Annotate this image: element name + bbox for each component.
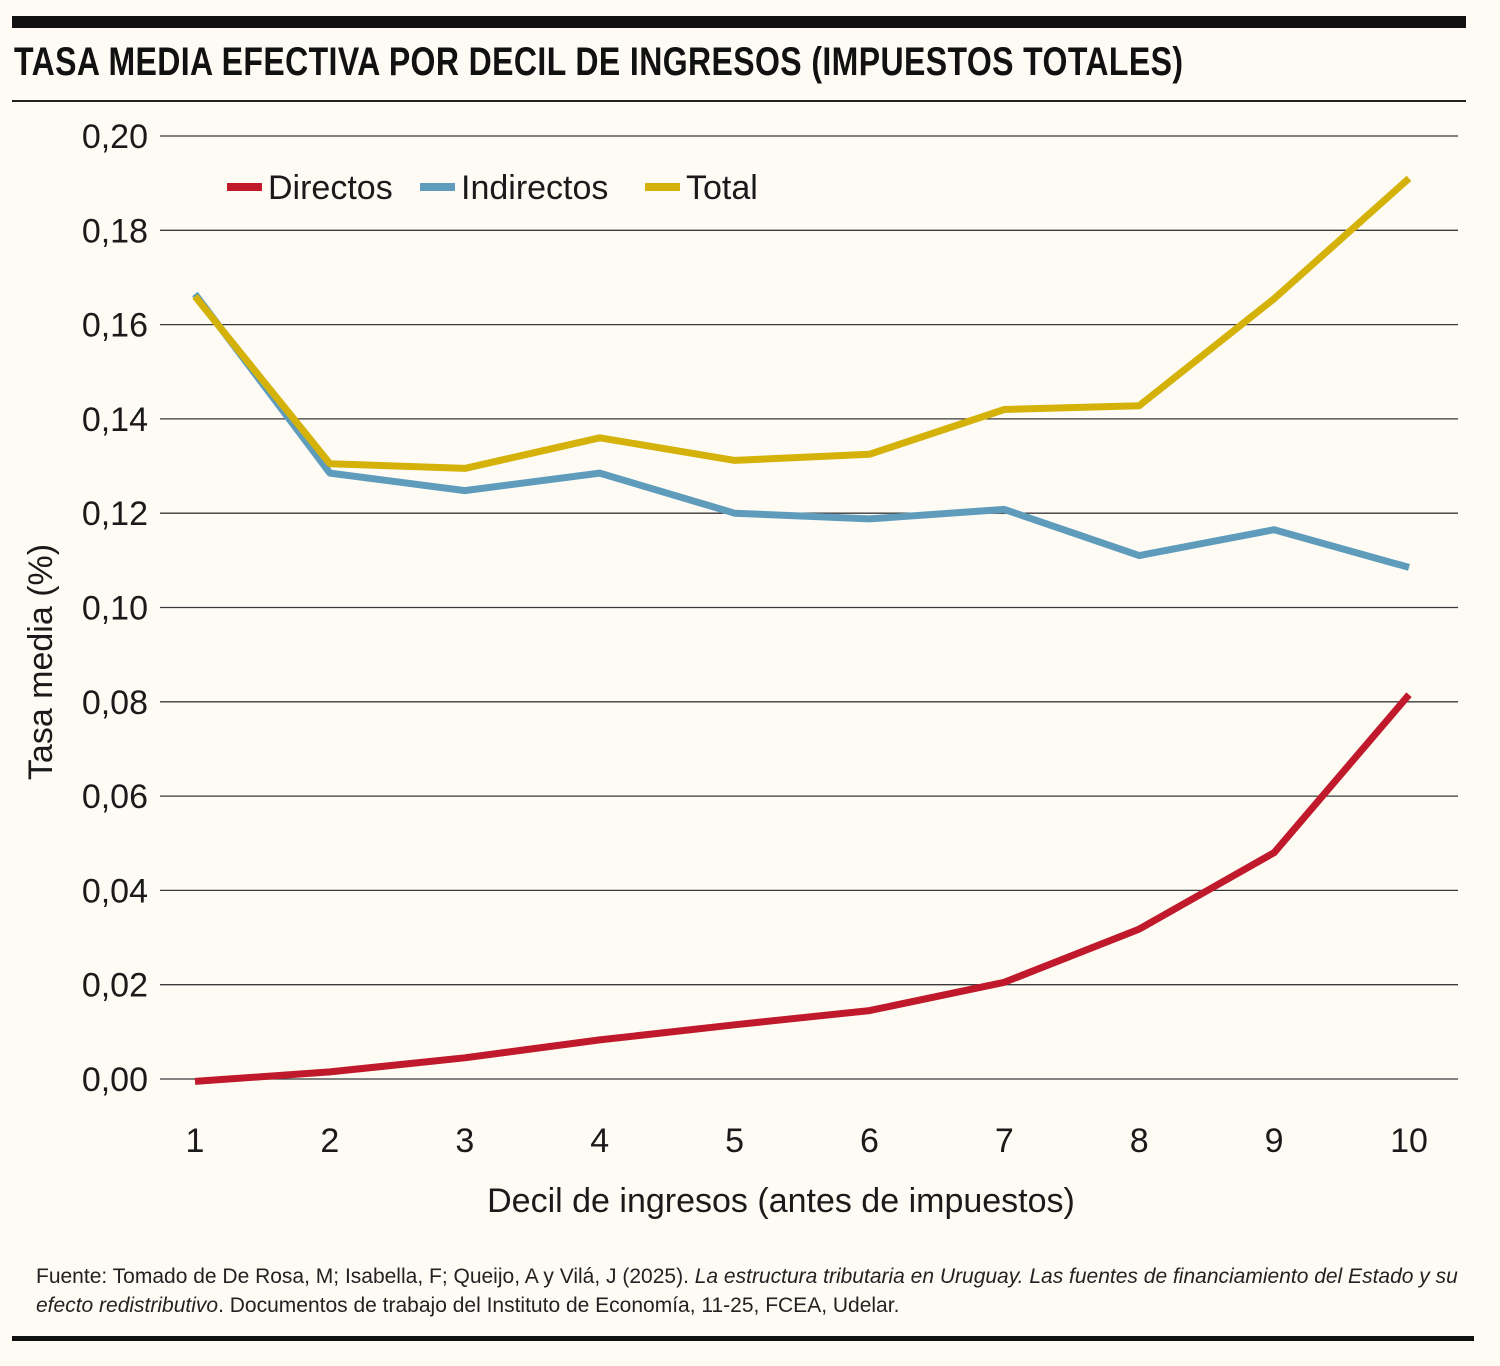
series-line-indirectos [192,291,1410,571]
legend-label-directos: Directos [268,169,393,207]
y-tick-label: 0,02 [82,967,148,1005]
y-axis-title: Tasa media (%) [22,544,60,780]
y-tick-label: 0,08 [82,684,148,722]
x-axis-ticks: 1 2 3 4 5 6 7 8 9 10 [186,1122,1428,1160]
x-tick-label: 7 [995,1122,1014,1160]
chart-title: TASA MEDIA EFECTIVA POR DECIL DE INGRESO… [14,40,1184,84]
line-chart: 0,00 0,02 0,04 0,06 0,08 0,10 0,12 0,14 0,16 0,18… [22,118,1458,1220]
x-tick-label: 1 [186,1122,205,1160]
source-title: La estructura tributaria en Uruguay. Las… [36,1265,1458,1317]
title-divider [12,100,1466,102]
x-axis-title: Decil de ingresos (antes de impuestos) [487,1182,1075,1220]
y-tick-label: 0,20 [82,118,148,156]
bottom-rule [12,1336,1474,1341]
source-prefix: Fuente: Tomado de De Rosa, M; Isabella, … [36,1265,695,1288]
source-suffix: . Documentos de trabajo del Instituto de… [218,1294,900,1317]
top-rule [12,16,1466,28]
series-lines [192,175,1412,1085]
y-axis-ticks: 0,00 0,02 0,04 0,06 0,08 0,10 0,12 0,14 0,16 0,18… [82,118,148,1099]
grid-lines [160,135,1458,1080]
x-tick-label: 6 [860,1122,879,1160]
y-tick-label: 0,04 [82,872,148,910]
y-tick-label: 0,10 [82,590,148,628]
y-tick-label: 0,14 [82,401,148,439]
source-note: Fuente: Tomado de De Rosa, M; Isabella, … [36,1262,1476,1320]
y-tick-label: 0,00 [82,1061,148,1099]
x-tick-label: 3 [455,1122,474,1160]
series-line-total [192,175,1412,472]
x-tick-label: 9 [1265,1122,1284,1160]
y-tick-label: 0,12 [82,495,148,533]
x-tick-label: 5 [725,1122,744,1160]
legend-label-indirectos: Indirectos [461,169,608,207]
y-tick-label: 0,16 [82,307,148,345]
x-tick-label: 10 [1390,1122,1428,1160]
legend-label-total: Total [686,169,758,207]
x-tick-label: 2 [320,1122,339,1160]
y-tick-label: 0,06 [82,778,148,816]
series-line-directos [194,692,1412,1085]
x-tick-label: 8 [1130,1122,1149,1160]
y-tick-label: 0,18 [82,212,148,250]
legend: Directos Indirectos Total [227,169,758,207]
x-tick-label: 4 [590,1122,609,1160]
